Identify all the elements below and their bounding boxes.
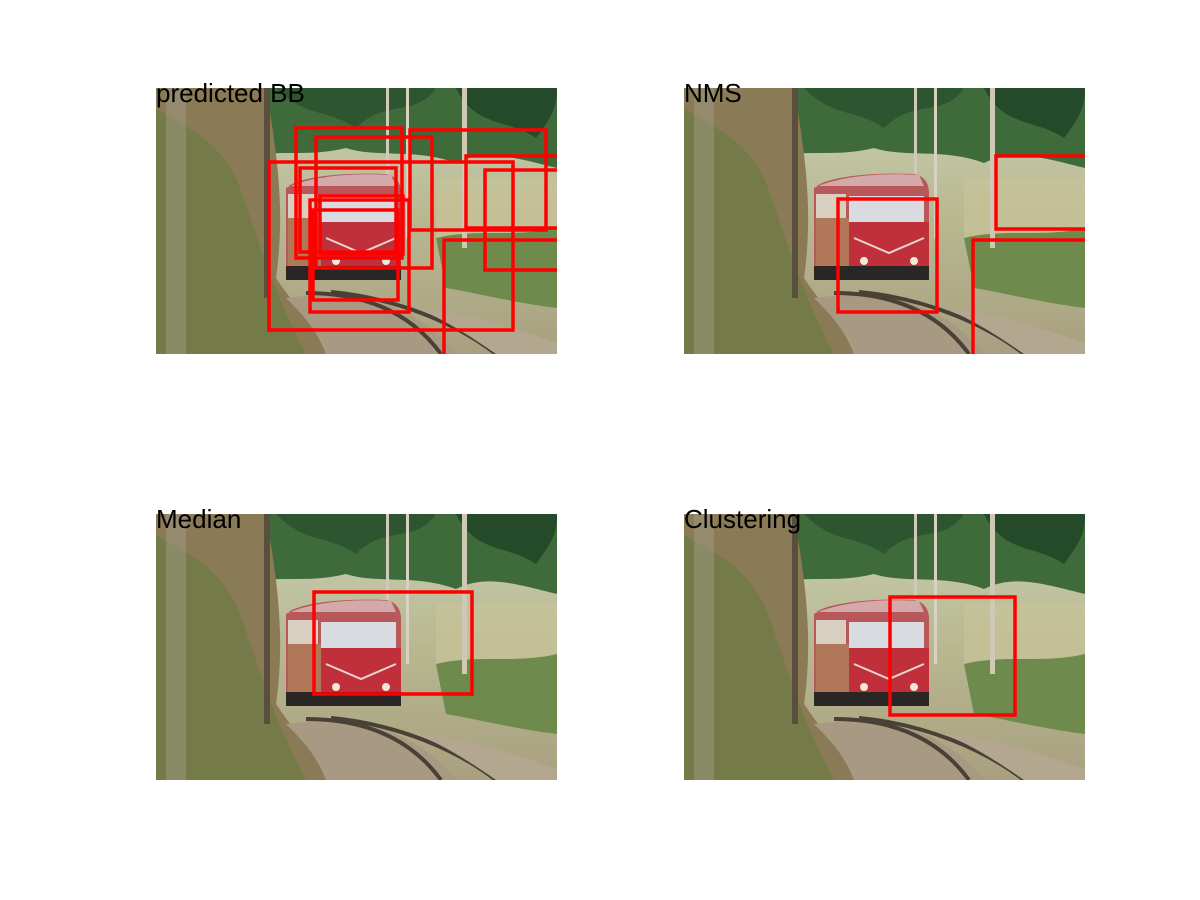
boxes [836,154,1085,354]
panel-title: NMS [684,78,742,108]
panel-title: Clustering [684,504,801,534]
boxes [312,590,474,696]
photo [684,514,1085,780]
boxes [888,595,1017,717]
panel-title: predicted BB [156,78,305,108]
panel-title: Median [156,504,241,534]
photo [156,514,557,780]
boxes [267,126,557,354]
photo [684,88,1085,354]
